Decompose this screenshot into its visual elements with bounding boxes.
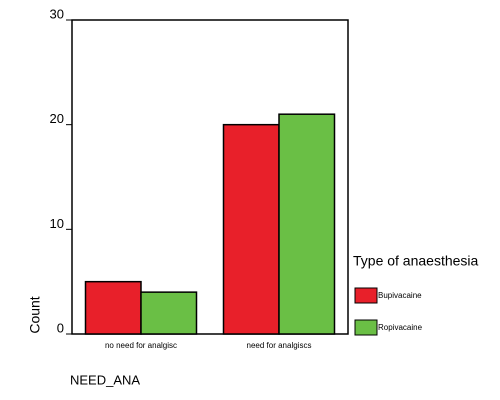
- y-tick-label: 20: [50, 111, 64, 126]
- legend-label: Ropivacaine: [378, 323, 423, 332]
- x-tick-label: no need for analgisc: [105, 341, 177, 350]
- y-tick-label: 0: [57, 320, 64, 335]
- y-axis-label: Count: [27, 296, 43, 333]
- legend-swatch: [354, 319, 378, 336]
- bar: [84, 280, 142, 335]
- legend-swatch: [354, 287, 378, 304]
- x-tick-label: need for analgiscs: [247, 341, 312, 350]
- bar: [222, 123, 280, 335]
- legend-title: Type of anaesthesia: [353, 253, 479, 269]
- plot-frame: [71, 19, 349, 335]
- bar: [140, 291, 198, 335]
- x-axis-label: NEED_ANA: [70, 372, 140, 387]
- legend-label: Bupivacaine: [378, 291, 422, 300]
- bar: [278, 113, 336, 335]
- y-tick-label: 30: [50, 6, 64, 21]
- y-tick-label: 10: [50, 216, 64, 231]
